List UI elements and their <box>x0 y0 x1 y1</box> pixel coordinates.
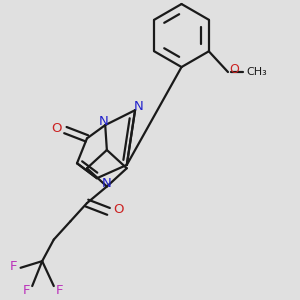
Text: O: O <box>51 122 62 135</box>
Text: N: N <box>134 100 143 113</box>
Text: F: F <box>10 260 18 273</box>
Text: F: F <box>56 284 64 296</box>
Text: O: O <box>113 203 124 216</box>
Text: F: F <box>22 284 30 296</box>
Text: O: O <box>229 63 239 76</box>
Text: N: N <box>102 177 112 190</box>
Text: CH₃: CH₃ <box>246 67 267 77</box>
Text: N: N <box>99 115 108 128</box>
